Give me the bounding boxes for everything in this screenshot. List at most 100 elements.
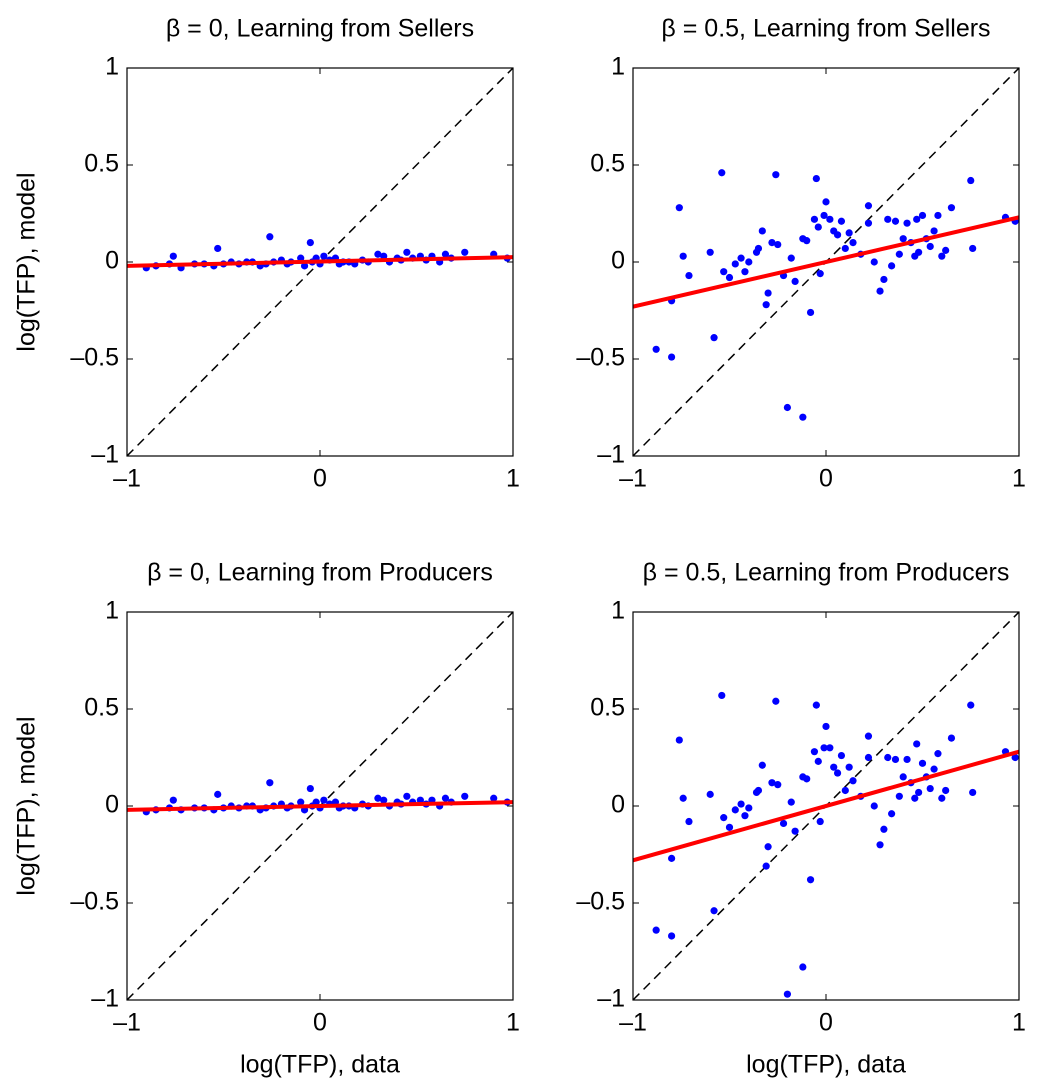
- point: [725, 273, 734, 282]
- point: [849, 239, 857, 247]
- point: [718, 169, 726, 177]
- point: [942, 786, 950, 795]
- point: [679, 252, 687, 260]
- point: [918, 211, 927, 220]
- chart-title: β = 0, Learning from Sellers: [166, 15, 474, 43]
- point: [899, 235, 907, 243]
- point: [731, 806, 739, 814]
- point: [320, 252, 328, 260]
- point: [679, 794, 687, 802]
- chart-title: β = 0, Learning from Producers: [147, 559, 493, 587]
- point: [764, 843, 772, 851]
- point: [668, 353, 676, 361]
- y-tick-label: 0.5: [590, 150, 625, 178]
- axes-frame: [126, 67, 514, 457]
- point: [880, 275, 888, 284]
- point: [803, 237, 811, 245]
- point: [403, 248, 411, 256]
- point: [895, 792, 903, 800]
- point: [899, 773, 907, 781]
- point: [845, 763, 853, 771]
- point: [913, 740, 921, 748]
- point: [938, 794, 946, 802]
- fit: [632, 215, 1020, 309]
- point: [841, 244, 849, 253]
- point: [903, 219, 911, 227]
- x-tick-label: 0: [313, 465, 327, 493]
- point: [266, 779, 274, 787]
- x-tick-label: –1: [113, 1009, 141, 1037]
- x-tick-label: 0: [819, 465, 833, 493]
- point: [915, 248, 923, 256]
- chart-title: β = 0.5, Learning from Producers: [643, 559, 1010, 587]
- point: [461, 792, 469, 800]
- y-tick-label: 0: [611, 247, 625, 275]
- axes-frame: [632, 67, 1020, 457]
- point: [803, 775, 811, 783]
- point: [969, 788, 977, 797]
- point: [891, 217, 900, 225]
- point: [880, 825, 888, 833]
- point: [942, 246, 950, 254]
- point: [810, 748, 819, 756]
- y-tick-label: 1: [105, 597, 119, 625]
- point: [774, 240, 782, 249]
- y-tick-label: –1: [597, 441, 625, 469]
- point: [791, 827, 799, 835]
- point: [876, 287, 884, 295]
- y-tick-label: 0.5: [84, 150, 119, 178]
- point: [754, 786, 763, 795]
- point: [816, 817, 824, 826]
- point: [652, 926, 660, 934]
- point: [720, 814, 728, 822]
- y-axis-label: log(TFP), model: [13, 172, 41, 351]
- y-tick-label: 0.5: [590, 694, 625, 722]
- point: [911, 794, 919, 802]
- point: [810, 215, 819, 223]
- point: [745, 804, 753, 812]
- point: [891, 755, 900, 764]
- point: [768, 779, 776, 787]
- point: [490, 794, 498, 802]
- point: [320, 796, 328, 804]
- point: [864, 202, 873, 210]
- point: [685, 271, 693, 280]
- point: [741, 268, 749, 276]
- y-tick-label: 1: [611, 53, 625, 81]
- x-axis-label: log(TFP), data: [240, 1051, 400, 1079]
- x-tick-label: 1: [1012, 1009, 1026, 1037]
- y-tick-label: 0: [611, 791, 625, 819]
- y-tick-label: 1: [611, 597, 625, 625]
- point: [870, 802, 878, 810]
- point: [845, 229, 853, 237]
- point: [806, 308, 815, 317]
- point: [837, 751, 846, 760]
- chart-title: β = 0.5, Learning from Sellers: [661, 15, 990, 43]
- point: [888, 262, 896, 270]
- point: [947, 204, 956, 212]
- y-tick-label: –0.5: [70, 344, 119, 372]
- point: [926, 242, 934, 251]
- point: [441, 250, 450, 258]
- point: [884, 215, 892, 223]
- point: [826, 744, 834, 752]
- point: [820, 744, 828, 752]
- point: [306, 239, 314, 247]
- point: [762, 301, 770, 309]
- point: [812, 701, 820, 709]
- point: [380, 252, 388, 260]
- point: [934, 750, 942, 758]
- point: [312, 798, 320, 806]
- point: [768, 239, 776, 247]
- y-tick-label: 0.5: [84, 694, 119, 722]
- point: [870, 258, 878, 266]
- x-tick-label: 1: [506, 465, 520, 493]
- fit: [126, 800, 514, 812]
- point: [822, 722, 830, 731]
- point: [774, 781, 782, 789]
- point: [306, 784, 314, 793]
- y-tick-label: 0: [105, 247, 119, 275]
- point: [764, 289, 772, 297]
- point: [930, 227, 938, 235]
- point: [969, 244, 977, 253]
